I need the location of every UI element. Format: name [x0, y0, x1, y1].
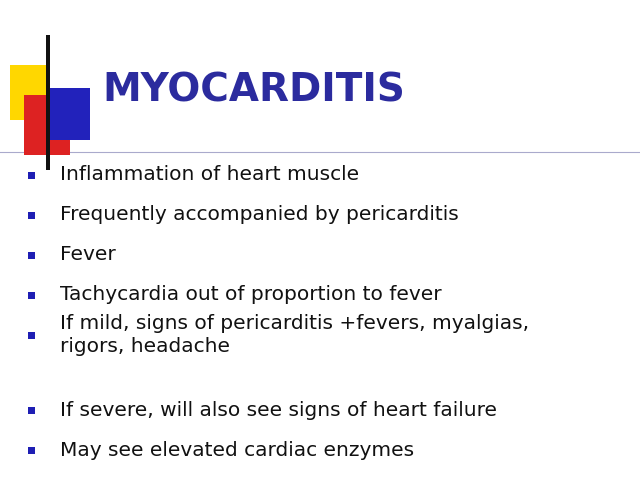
Text: If severe, will also see signs of heart failure: If severe, will also see signs of heart … [60, 400, 497, 420]
Bar [28, 292, 35, 299]
Text: Fever: Fever [60, 245, 116, 264]
Bar [46, 35, 50, 170]
Bar [28, 212, 35, 219]
Bar [28, 407, 35, 414]
Bar [28, 252, 35, 259]
Text: Tachycardia out of proportion to fever: Tachycardia out of proportion to fever [60, 286, 442, 304]
Text: If mild, signs of pericarditis +fevers, myalgias,
rigors, headache: If mild, signs of pericarditis +fevers, … [60, 314, 529, 356]
Bar [48, 88, 90, 140]
Bar [28, 332, 35, 339]
Text: May see elevated cardiac enzymes: May see elevated cardiac enzymes [60, 441, 414, 459]
Bar [24, 95, 70, 155]
Text: Inflammation of heart muscle: Inflammation of heart muscle [60, 166, 359, 184]
Text: MYOCARDITIS: MYOCARDITIS [102, 71, 405, 109]
Bar [28, 172, 35, 179]
Text: Frequently accompanied by pericarditis: Frequently accompanied by pericarditis [60, 205, 459, 225]
Bar [28, 447, 35, 454]
Bar [10, 65, 48, 120]
